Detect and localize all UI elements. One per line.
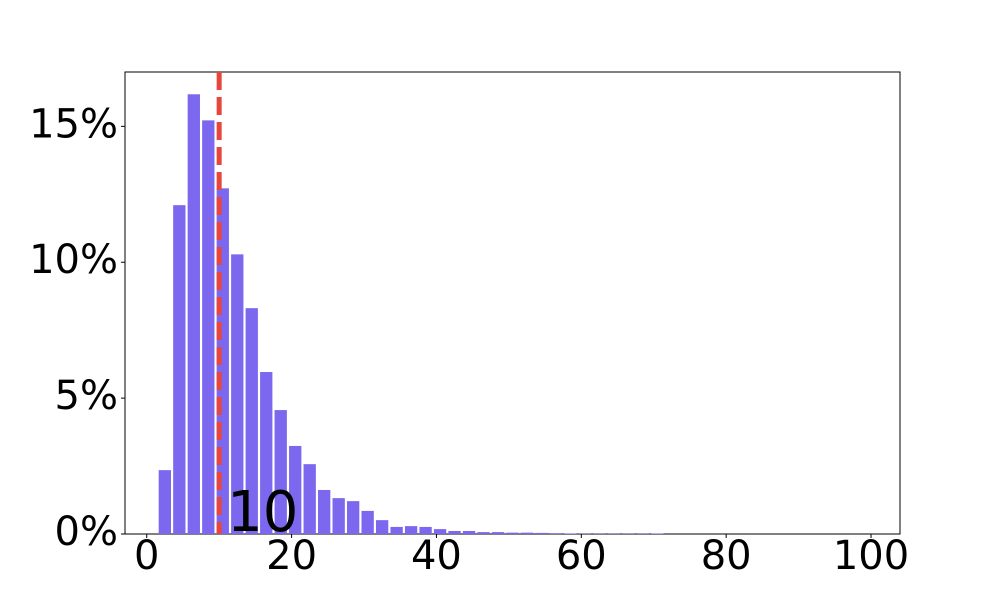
bar — [303, 464, 316, 534]
bar — [491, 532, 505, 534]
x-tick-label: 40 — [411, 533, 462, 579]
bar — [260, 372, 273, 534]
bar — [361, 510, 374, 534]
bar — [651, 533, 664, 534]
bar — [433, 529, 447, 534]
bar — [346, 501, 360, 534]
bar — [520, 532, 534, 534]
x-tick-label: 80 — [701, 533, 752, 579]
bar — [390, 526, 403, 534]
bar — [274, 410, 287, 534]
bar — [202, 120, 215, 534]
bar — [187, 94, 200, 535]
x-tick-label: 100 — [833, 533, 909, 579]
reference-label: 10 — [227, 480, 298, 545]
y-tick-label: 5% — [55, 373, 118, 419]
bar — [289, 445, 302, 534]
bar — [404, 526, 418, 534]
bar — [318, 489, 331, 534]
x-tick-label: 60 — [556, 533, 607, 579]
bar — [462, 531, 476, 534]
bar — [245, 308, 258, 534]
bar — [448, 531, 461, 534]
x-tick-label: 0 — [134, 533, 159, 579]
bar — [332, 498, 345, 534]
y-tick-label: 0% — [55, 509, 118, 555]
bar — [477, 532, 490, 534]
bar — [535, 532, 548, 534]
x-tick-label: 20 — [266, 533, 317, 579]
y-tick-label: 15% — [29, 101, 118, 147]
bar — [549, 533, 563, 534]
bar — [231, 254, 244, 534]
bar — [564, 533, 577, 534]
bar — [158, 470, 171, 534]
bar — [506, 532, 519, 534]
bar — [375, 520, 389, 534]
bar — [173, 205, 186, 534]
y-tick-label: 10% — [29, 237, 118, 283]
bar — [419, 526, 432, 534]
